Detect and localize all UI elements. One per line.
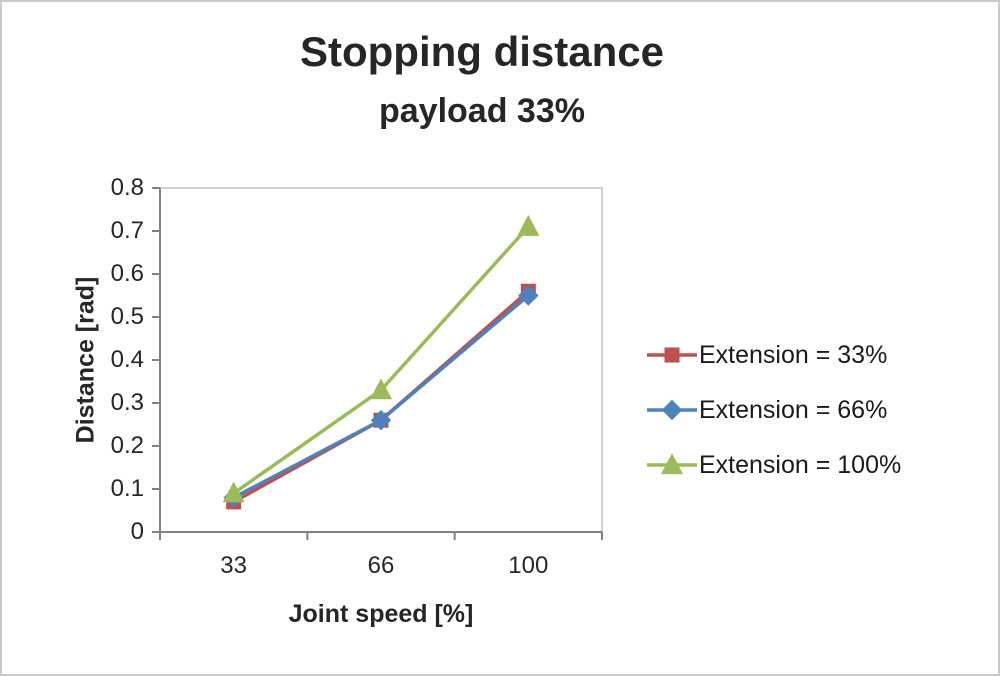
y-tick-label: 0.5 xyxy=(110,303,144,330)
x-tick-label: 33 xyxy=(220,552,248,579)
chart-title: Stopping distance xyxy=(299,28,664,75)
y-tick-label: 0 xyxy=(130,518,144,545)
y-tick-label: 0.8 xyxy=(110,174,144,201)
legend-item: Extension = 100% xyxy=(647,446,901,484)
x-tick-label: 66 xyxy=(367,552,395,579)
legend-swatch-series-1 xyxy=(647,399,697,421)
x-tick-label: 100 xyxy=(508,552,549,579)
y-tick-label: 0.2 xyxy=(110,432,144,459)
chart-subtitle: payload 33% xyxy=(379,92,585,130)
y-tick-label: 0.6 xyxy=(110,260,144,287)
legend-label: Extension = 66% xyxy=(699,395,888,424)
legend-item: Extension = 66% xyxy=(647,391,901,429)
legend-label: Extension = 33% xyxy=(699,340,888,369)
y-tick-label: 0.7 xyxy=(110,217,144,244)
y-tick-label: 0.1 xyxy=(110,475,144,502)
x-axis-title: Joint speed [%] xyxy=(288,600,474,628)
legend-swatch-series-2 xyxy=(647,453,697,475)
legend-item: Extension = 33% xyxy=(647,336,901,374)
legend-swatch-series-0 xyxy=(647,347,697,363)
y-tick-label: 0.4 xyxy=(110,346,144,373)
legend: Extension = 33% Extension = 66% Extensio… xyxy=(647,336,901,501)
legend-label: Extension = 100% xyxy=(699,450,902,479)
y-tick-label: 0.3 xyxy=(110,389,144,416)
